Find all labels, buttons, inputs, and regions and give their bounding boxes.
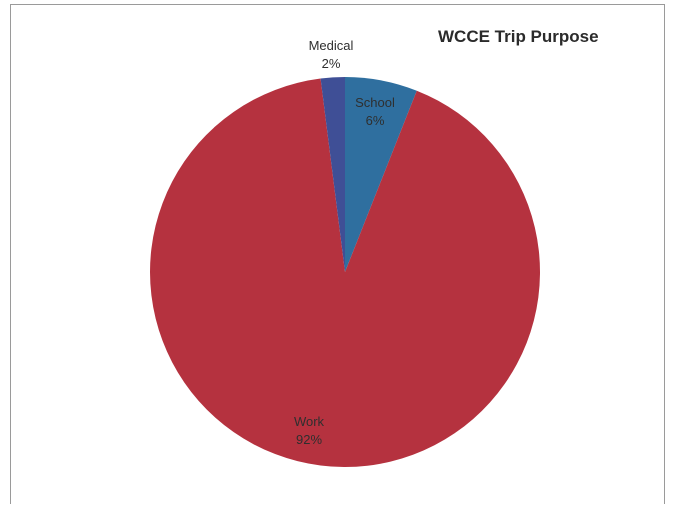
- slice-label-work: Work: [294, 414, 325, 429]
- slice-value-work: 92%: [296, 432, 322, 447]
- slice-label-school: School: [355, 95, 395, 110]
- pie-slice-work: [150, 78, 541, 467]
- slice-label-medical: Medical: [309, 38, 354, 53]
- chart-title: WCCE Trip Purpose: [438, 27, 599, 46]
- slice-value-medical: 2%: [322, 56, 341, 71]
- pie-slice-medical: [320, 77, 345, 272]
- slice-value-school: 6%: [366, 113, 385, 128]
- pie-slice-school: [345, 77, 417, 272]
